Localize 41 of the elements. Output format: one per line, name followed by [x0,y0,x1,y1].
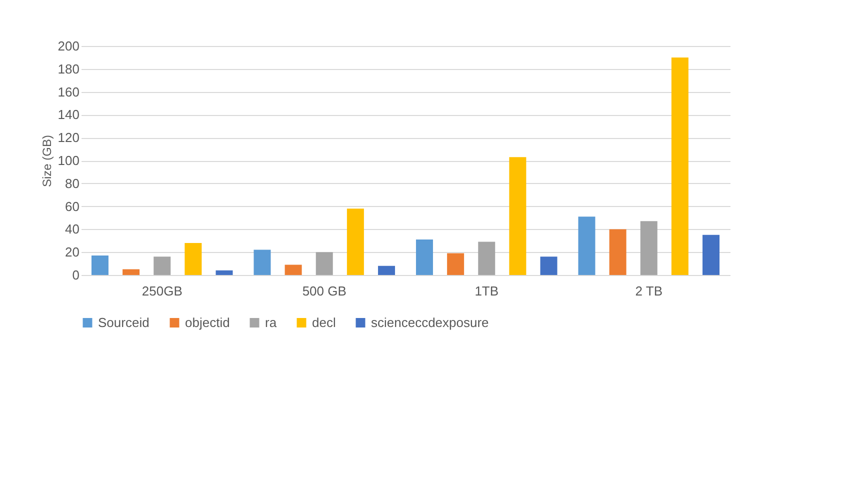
bar [416,240,433,275]
bar [284,264,302,275]
bar [640,221,658,275]
y-tick-label: 40 [65,222,80,237]
y-axis-title: Size (GB) [40,134,54,188]
y-tick-label: 80 [65,176,80,191]
legend-label: objectid [185,314,230,330]
bar [316,252,333,275]
legend-label: scienceccdexposure [371,314,489,330]
bar [478,242,496,275]
bar [216,270,233,275]
y-tick-label: 120 [58,130,80,146]
x-tick-label: 1TB [474,284,499,298]
bar [671,57,688,275]
x-tick-label: 2 TB [635,284,662,298]
y-tick-label: 100 [58,153,80,168]
bar [184,242,202,275]
y-tick-label: 200 [58,38,80,54]
legend-label: Sourceid [98,314,150,330]
x-tick-label: 500 GB [302,284,346,298]
y-tick-label: 180 [58,61,80,76]
x-tick-label: 250GB [142,284,182,298]
bar [154,256,171,275]
legend-label: decl [312,314,336,330]
bar [509,157,526,275]
bar [609,229,626,275]
bar [254,250,271,275]
bar [122,269,140,275]
bar [91,256,108,275]
bar [578,216,596,275]
y-tick-label: 0 [72,268,80,282]
bar [702,234,720,275]
bar [540,256,558,275]
y-tick-label: 160 [58,84,80,100]
legend-label: ra [265,314,278,330]
y-tick-label: 20 [65,244,80,260]
bar [378,266,396,275]
y-tick-label: 60 [65,198,80,214]
bar [447,253,464,275]
y-tick-label: 140 [58,107,80,122]
bar [346,208,364,275]
